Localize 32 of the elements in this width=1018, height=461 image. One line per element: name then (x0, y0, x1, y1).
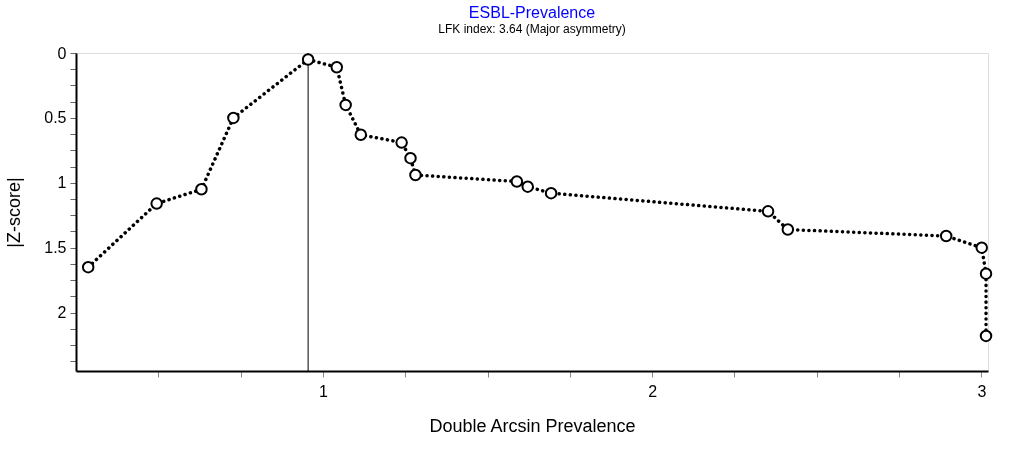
x-tick-label: 1 (318, 382, 328, 400)
point (409, 168, 422, 182)
point (354, 128, 368, 142)
point (330, 61, 343, 74)
point (195, 183, 208, 196)
x-tick-label: 3 (977, 382, 987, 400)
point (301, 53, 315, 66)
point (979, 329, 993, 343)
y-tick-label: 0 (57, 44, 67, 62)
x-tick-label: 2 (648, 382, 658, 400)
y-tick-label: 1 (57, 174, 67, 192)
point (150, 197, 163, 210)
x-axis-title: Double Arcsin Prevalence (429, 415, 636, 436)
y-axis-title: |Z-score| (4, 177, 25, 248)
y-tick-label: 1.5 (44, 239, 67, 257)
point (521, 180, 534, 193)
y-tick-label: 0.5 (44, 109, 67, 127)
point (81, 260, 95, 274)
point (339, 98, 352, 112)
y-tick-label: 2 (57, 304, 67, 322)
point (227, 111, 240, 125)
point (979, 267, 993, 280)
point (939, 229, 953, 243)
point (975, 241, 988, 254)
point (404, 151, 417, 165)
point (761, 205, 775, 218)
point (510, 175, 524, 188)
chart-title: ESBL-Prevalence (468, 4, 596, 21)
point (781, 223, 795, 236)
chart-subtitle: LFK index: 3.64 (Major asymmetry) (438, 22, 626, 36)
point (544, 186, 558, 200)
point (395, 136, 408, 149)
